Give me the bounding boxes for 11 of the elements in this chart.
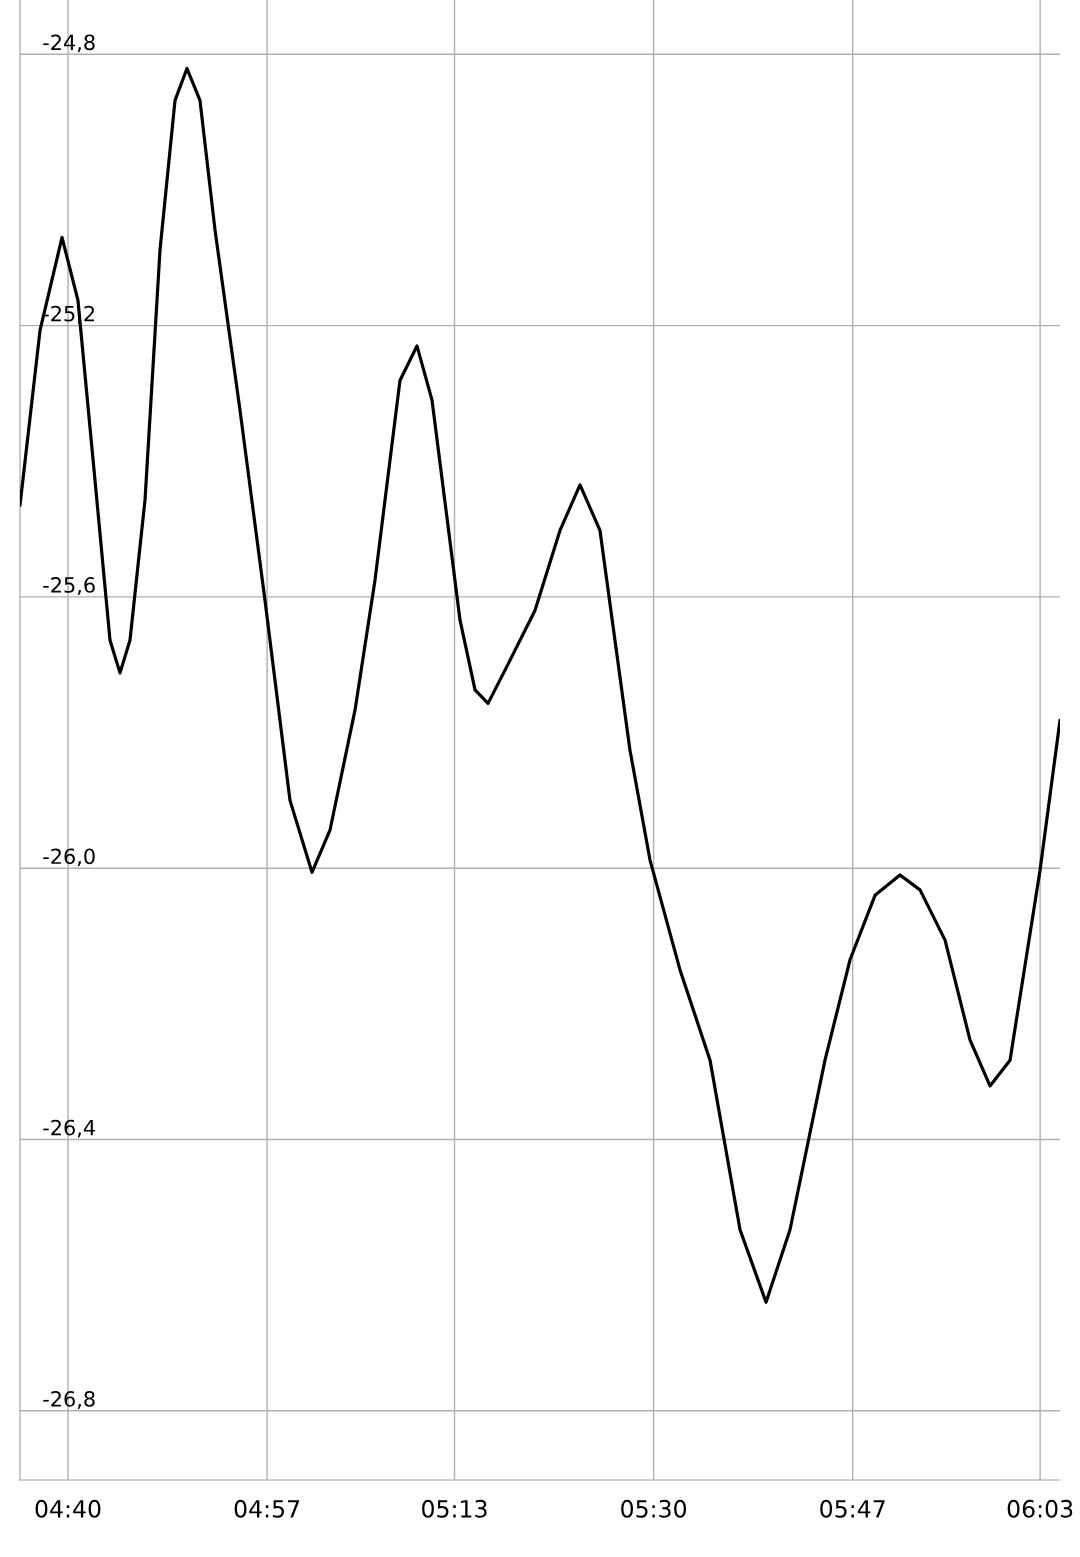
x-tick-label: 05:13 — [422, 1499, 487, 1518]
x-tick-label: 04:57 — [234, 1499, 300, 1518]
x-tick-label: 05:47 — [820, 1499, 885, 1518]
y-tick-label: -26,0 — [43, 848, 95, 867]
y-tick-label: -26,8 — [43, 1391, 95, 1409]
x-tick-label: 05:30 — [621, 1499, 687, 1518]
y-tick-label: -26,4 — [43, 1119, 95, 1138]
x-tick-label: 04:40 — [35, 1499, 101, 1518]
x-tick-label: 06:03 — [1007, 1499, 1073, 1518]
y-tick-label: -24,8 — [43, 34, 95, 53]
y-tick-label: -25,6 — [43, 577, 95, 595]
